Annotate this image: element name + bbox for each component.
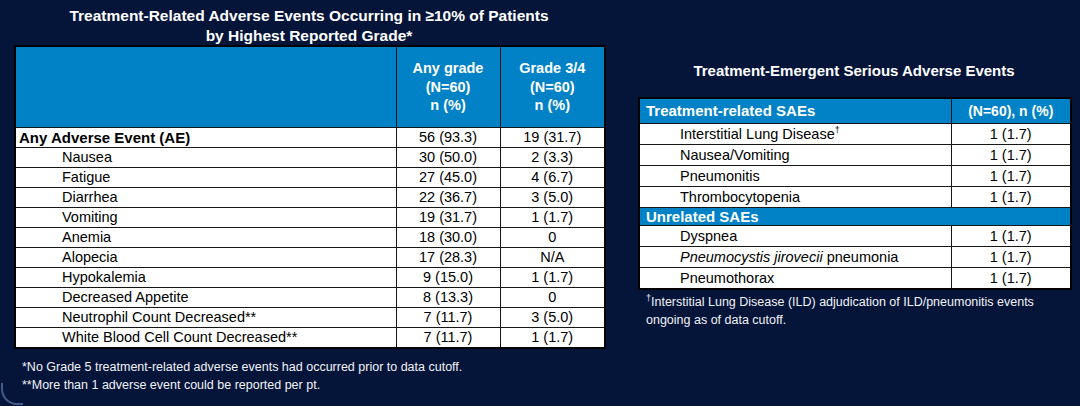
row-label: Pneumonitis: [639, 166, 951, 187]
table-row: Neutrophil Count Decreased** 7 (11.7) 3 …: [15, 308, 605, 328]
table-row: Dyspnea 1 (1.7): [639, 226, 1071, 247]
section-label: Unrelated SAEs: [639, 208, 1071, 226]
serious-adverse-events-table: Treatment-related SAEs (N=60), n (%) Int…: [638, 97, 1072, 290]
table-row: Anemia 18 (30.0) 0: [15, 228, 605, 248]
row-value: 1 (1.7): [951, 247, 1071, 268]
slide-corner-decoration: [1, 383, 23, 405]
grade34-value: 0: [500, 288, 605, 308]
table-row: Vomiting 19 (31.7) 1 (1.7): [15, 208, 605, 228]
any-grade-value: 9 (15.0): [396, 268, 500, 288]
any-grade-value: 18 (30.0): [396, 228, 500, 248]
grade34-value: 3 (5.0): [500, 308, 605, 328]
table-row: Decreased Appetite 8 (13.3) 0: [15, 288, 605, 308]
row-label: Anemia: [15, 228, 396, 248]
sae-header-row: Treatment-related SAEs (N=60), n (%): [639, 98, 1071, 124]
row-label: Alopecia: [15, 248, 396, 268]
left-footnotes: *No Grade 5 treatment-related adverse ev…: [22, 358, 602, 394]
row-label: Neutrophil Count Decreased**: [15, 308, 396, 328]
row-label: Pneumothorax: [639, 268, 951, 290]
grade34-value: 0: [500, 228, 605, 248]
any-grade-value: 56 (93.3): [396, 128, 500, 148]
row-label: Nausea: [15, 148, 396, 168]
table-row: Alopecia 17 (28.3) N/A: [15, 248, 605, 268]
grade34-value: 19 (31.7): [500, 128, 605, 148]
row-value: 1 (1.7): [951, 226, 1071, 247]
row-value: 1 (1.7): [951, 166, 1071, 187]
table-row: Pneumothorax 1 (1.7): [639, 268, 1071, 290]
adverse-events-header-row: Any grade (N=60) n (%) Grade 3/4 (N=60) …: [15, 46, 605, 128]
row-label: Vomiting: [15, 208, 396, 228]
any-grade-value: 17 (28.3): [396, 248, 500, 268]
row-label: Interstitial Lung Disease: [680, 126, 835, 142]
row-value: 1 (1.7): [951, 124, 1071, 145]
table-row: Hypokalemia 9 (15.0) 1 (1.7): [15, 268, 605, 288]
row-label: Any Adverse Event (AE): [15, 128, 396, 148]
row-label: Hypokalemia: [15, 268, 396, 288]
grade34-value: 1 (1.7): [500, 328, 605, 349]
table-row: Interstitial Lung Disease† 1 (1.7): [639, 124, 1071, 145]
any-grade-value: 22 (36.7): [396, 188, 500, 208]
sae-header-value: (N=60), n (%): [951, 98, 1071, 124]
row-label: pneumonia: [823, 249, 899, 265]
table-row: White Blood Cell Count Decreased** 7 (11…: [15, 328, 605, 349]
row-label-italic: Pneumocystis jirovecii: [680, 249, 823, 265]
row-label: Dyspnea: [639, 226, 951, 247]
table-row: Fatigue 27 (45.0) 4 (6.7): [15, 168, 605, 188]
footnote-grade5: *No Grade 5 treatment-related adverse ev…: [22, 358, 602, 376]
grade34-value: 3 (5.0): [500, 188, 605, 208]
sae-header-label: Treatment-related SAEs: [639, 98, 951, 124]
footnote-multiple-ae: **More than 1 adverse event could be rep…: [22, 376, 602, 394]
table-row: Nausea 30 (50.0) 2 (3.3): [15, 148, 605, 168]
row-label: Nausea/Vomiting: [639, 145, 951, 166]
unrelated-saes-section-row: Unrelated SAEs: [639, 208, 1071, 226]
row-value: 1 (1.7): [951, 145, 1071, 166]
right-table-title: Treatment-Emergent Serious Adverse Event…: [638, 62, 1070, 79]
table-row: Nausea/Vomiting 1 (1.7): [639, 145, 1071, 166]
dagger-superscript: †: [835, 125, 840, 135]
table-row: Pneumocystis jirovecii pneumonia 1 (1.7): [639, 247, 1071, 268]
any-grade-value: 7 (11.7): [396, 328, 500, 349]
row-label: Decreased Appetite: [15, 288, 396, 308]
col-header-grade34: Grade 3/4 (N=60) n (%): [500, 46, 605, 128]
slide: Treatment-Related Adverse Events Occurri…: [0, 0, 1080, 406]
table-row: Thrombocytopenia 1 (1.7): [639, 187, 1071, 208]
any-grade-value: 27 (45.0): [396, 168, 500, 188]
any-grade-value: 7 (11.7): [396, 308, 500, 328]
row-label: Fatigue: [15, 168, 396, 188]
empty-header-cell: [15, 46, 396, 128]
grade34-value: 2 (3.3): [500, 148, 605, 168]
row-label: Thrombocytopenia: [639, 187, 951, 208]
col-header-any-grade: Any grade (N=60) n (%): [396, 46, 500, 128]
grade34-value: 4 (6.7): [500, 168, 605, 188]
row-label: Diarrhea: [15, 188, 396, 208]
row-value: 1 (1.7): [951, 268, 1071, 290]
row-label: White Blood Cell Count Decreased**: [15, 328, 396, 349]
grade34-value: 1 (1.7): [500, 268, 605, 288]
grade34-value: N/A: [500, 248, 605, 268]
any-grade-value: 8 (13.3): [396, 288, 500, 308]
any-grade-value: 19 (31.7): [396, 208, 500, 228]
row-value: 1 (1.7): [951, 187, 1071, 208]
any-grade-value: 30 (50.0): [396, 148, 500, 168]
left-table-title: Treatment-Related Adverse Events Occurri…: [0, 6, 618, 46]
adverse-events-table: Any grade (N=60) n (%) Grade 3/4 (N=60) …: [14, 45, 606, 349]
table-row: Diarrhea 22 (36.7) 3 (5.0): [15, 188, 605, 208]
table-row: Any Adverse Event (AE) 56 (93.3) 19 (31.…: [15, 128, 605, 148]
grade34-value: 1 (1.7): [500, 208, 605, 228]
table-row: Pneumonitis 1 (1.7): [639, 166, 1071, 187]
right-footnote: †Interstitial Lung Disease (ILD) adjudic…: [646, 293, 1050, 329]
footnote-ild: Interstitial Lung Disease (ILD) adjudica…: [646, 295, 1034, 327]
